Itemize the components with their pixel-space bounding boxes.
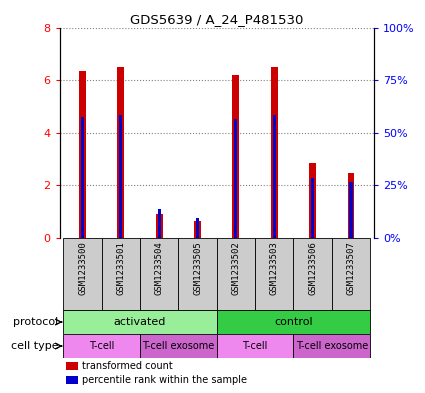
Text: activated: activated xyxy=(114,317,166,327)
Text: T-cell: T-cell xyxy=(89,341,114,351)
Bar xyxy=(63,334,140,358)
Bar xyxy=(311,178,314,238)
Text: cell type: cell type xyxy=(11,341,59,351)
Text: transformed count: transformed count xyxy=(82,361,172,371)
Bar xyxy=(217,310,370,334)
Title: GDS5639 / A_24_P481530: GDS5639 / A_24_P481530 xyxy=(130,13,303,26)
Bar xyxy=(348,173,354,238)
Bar xyxy=(63,238,102,310)
Bar xyxy=(66,362,78,370)
Text: GSM1233504: GSM1233504 xyxy=(155,241,164,295)
Bar xyxy=(119,115,122,238)
Text: GSM1233507: GSM1233507 xyxy=(346,241,355,295)
Bar xyxy=(102,238,140,310)
Bar xyxy=(293,334,370,358)
Text: GSM1233502: GSM1233502 xyxy=(232,241,241,295)
Bar xyxy=(63,310,217,334)
Text: GSM1233506: GSM1233506 xyxy=(308,241,317,295)
Text: T-cell exosome: T-cell exosome xyxy=(142,341,215,351)
Bar xyxy=(293,238,332,310)
Text: protocol: protocol xyxy=(14,317,59,327)
Bar xyxy=(217,334,293,358)
Text: GSM1233505: GSM1233505 xyxy=(193,241,202,295)
Bar xyxy=(196,218,199,238)
Bar xyxy=(194,221,201,238)
Bar xyxy=(156,214,163,238)
Bar xyxy=(178,238,217,310)
Text: percentile rank within the sample: percentile rank within the sample xyxy=(82,375,246,385)
Bar xyxy=(117,67,125,238)
Bar xyxy=(140,238,178,310)
Bar xyxy=(232,75,239,238)
Text: T-cell exosome: T-cell exosome xyxy=(296,341,368,351)
Bar xyxy=(217,238,255,310)
Bar xyxy=(332,238,370,310)
Bar xyxy=(309,163,316,238)
Bar xyxy=(273,115,276,238)
Text: T-cell: T-cell xyxy=(242,341,268,351)
Bar xyxy=(79,71,86,238)
Bar xyxy=(271,67,278,238)
Text: GSM1233500: GSM1233500 xyxy=(78,241,87,295)
Bar xyxy=(349,182,352,238)
Text: control: control xyxy=(274,317,313,327)
Bar xyxy=(158,209,161,238)
Bar xyxy=(235,119,238,238)
Bar xyxy=(140,334,217,358)
Bar xyxy=(255,238,293,310)
Bar xyxy=(66,376,78,384)
Text: GSM1233501: GSM1233501 xyxy=(116,241,125,295)
Text: GSM1233503: GSM1233503 xyxy=(270,241,279,295)
Bar xyxy=(81,117,84,238)
